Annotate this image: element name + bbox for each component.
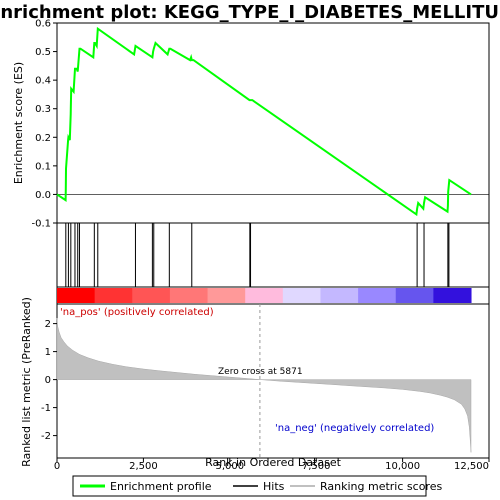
metric-x-tick-label: 7,500 <box>302 461 331 472</box>
metric-x-tick-label: 0 <box>54 461 60 472</box>
metric-y-axis-label: Ranked list metric (PreRanked) <box>20 297 33 467</box>
colorbar-cell <box>282 288 321 303</box>
legend-label-ranking-metric: Ranking metric scores <box>320 480 442 493</box>
legend-label-hits: Hits <box>263 480 285 493</box>
colorbar-cell <box>57 288 96 303</box>
enrichment-y-tick-label: 0.2 <box>35 133 51 144</box>
enrichment-y-tick-label: -0.1 <box>31 219 51 230</box>
hit-marks <box>65 223 450 287</box>
colorbar-cell <box>94 288 133 303</box>
metric-y-tick-label: 1 <box>45 347 51 358</box>
enrichment-y-tick-label: 0.1 <box>35 161 51 172</box>
enrichment-panel: -0.1 0.0 0.1 0.2 0.3 0.4 0.5 0.6 Enrichment sco… <box>12 19 490 230</box>
metric-y-tick-label: 2 <box>45 319 51 330</box>
colorbar-cell <box>132 288 171 303</box>
metric-x-tick-label: 5,000 <box>215 461 244 472</box>
enrichment-y-tick-label: 0.5 <box>35 47 51 58</box>
enrichment-y-axis-label: Enrichment score (ES) <box>12 62 25 184</box>
enrichment-y-tick-label: 0.6 <box>35 19 51 30</box>
enrichment-y-ticks: -0.1 0.0 0.1 0.2 0.3 0.4 0.5 0.6 <box>31 19 57 230</box>
enrichment-y-tick-label: 0.0 <box>35 190 51 201</box>
metric-y-tick-label: 0 <box>45 375 51 386</box>
chart-title: Enrichment plot: KEGG_TYPE_I_DIABETES_ME… <box>0 2 500 23</box>
zero-cross-label: Zero cross at 5871 <box>218 367 303 377</box>
metric-y-tick-label: -1 <box>41 403 51 414</box>
rank-colorbar-panel <box>56 286 490 305</box>
metric-y-ticks: -2 -1 0 1 2 <box>41 319 57 442</box>
metric-x-axis-label: Rank in Ordered Dataset <box>205 456 342 469</box>
colorbar-cell <box>433 288 472 303</box>
colorbar-cell <box>358 288 397 303</box>
metric-x-tick-label: 12,500 <box>454 461 489 472</box>
metric-x-tick-label: 2,500 <box>129 461 158 472</box>
ranked-metric-panel: -2 -1 0 1 2 0 2,500 5,000 7,500 10,000 12,500 'na… <box>20 297 490 472</box>
enrichment-y-tick-label: 0.3 <box>35 104 51 115</box>
metric-x-ticks: 0 2,500 5,000 7,500 10,000 12,500 <box>54 458 490 472</box>
legend-label-enrichment-profile: Enrichment profile <box>110 480 212 493</box>
negative-correlation-label: 'na_neg' (negatively correlated) <box>275 423 434 434</box>
colorbar-cell <box>207 288 246 303</box>
metric-x-tick-label: 10,000 <box>385 461 420 472</box>
legend: Enrichment profile Hits Ranking metric s… <box>72 475 442 497</box>
colorbar-cell <box>320 288 359 303</box>
colorbar-cells <box>57 288 472 303</box>
colorbar-cell <box>245 288 284 303</box>
positive-correlation-label: 'na_pos' (positively correlated) <box>60 307 214 318</box>
colorbar-cell <box>169 288 209 303</box>
colorbar-cell <box>395 288 434 303</box>
enrichment-y-tick-label: 0.4 <box>35 76 51 87</box>
ranking-metric-area <box>56 317 472 453</box>
enrichment-profile-line <box>56 26 472 217</box>
enrichment-plot-frame <box>56 22 490 224</box>
hits-panel <box>56 222 490 288</box>
metric-y-tick-label: -2 <box>41 431 51 442</box>
